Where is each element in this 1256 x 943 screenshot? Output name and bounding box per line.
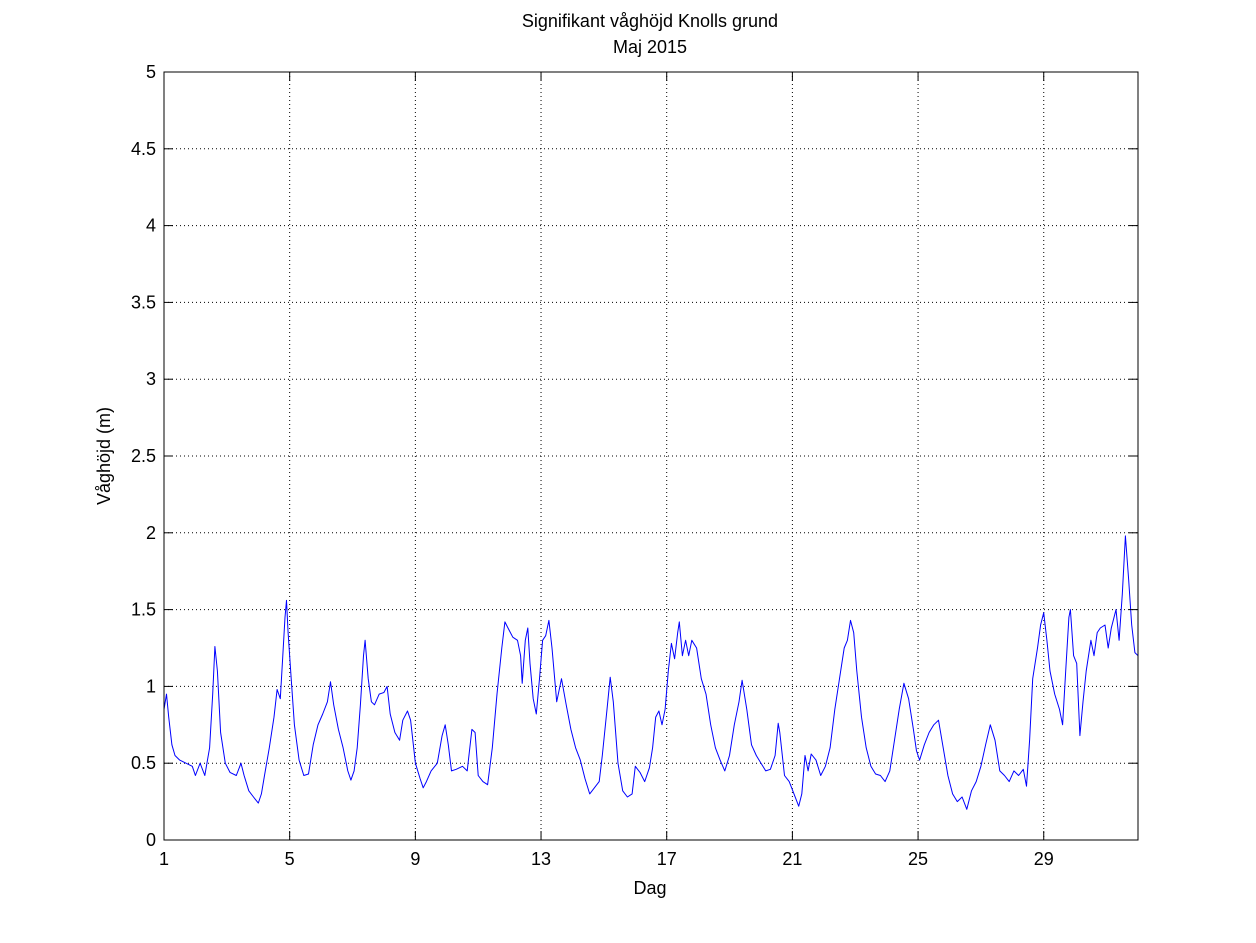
y-axis-label: Våghöjd (m) (94, 407, 114, 505)
x-tick-label: 5 (285, 849, 295, 869)
x-tick-label: 29 (1034, 849, 1054, 869)
wave-height-series-line (163, 535, 1139, 810)
plot-area (163, 535, 1139, 810)
y-tick-label: 3 (146, 369, 156, 389)
x-tick-label: 25 (908, 849, 928, 869)
x-tick-label: 13 (531, 849, 551, 869)
axis-ticks: 1 5 9 13 17 21 25 29 0 0.5 1 1.5 2 2.5 3 3.5 4 4.5 5 (131, 62, 1138, 869)
y-tick-label: 3.5 (131, 292, 156, 312)
y-tick-label: 4 (146, 216, 156, 236)
y-tick-label: 0.5 (131, 753, 156, 773)
y-tick-label: 2 (146, 523, 156, 543)
x-tick-label: 9 (410, 849, 420, 869)
y-tick-label: 1 (146, 676, 156, 696)
chart-title: Signifikant våghöjd Knolls grund (522, 11, 778, 31)
y-tick-label: 0 (146, 830, 156, 850)
y-tick-label: 2.5 (131, 446, 156, 466)
x-tick-label: 21 (782, 849, 802, 869)
x-tick-label: 1 (159, 849, 169, 869)
chart-subtitle: Maj 2015 (613, 37, 687, 57)
y-tick-label: 4.5 (131, 139, 156, 159)
grid-lines (164, 72, 1138, 840)
x-tick-label: 17 (657, 849, 677, 869)
y-tick-label: 1.5 (131, 600, 156, 620)
x-axis-label: Dag (633, 878, 666, 898)
y-tick-label: 5 (146, 62, 156, 82)
